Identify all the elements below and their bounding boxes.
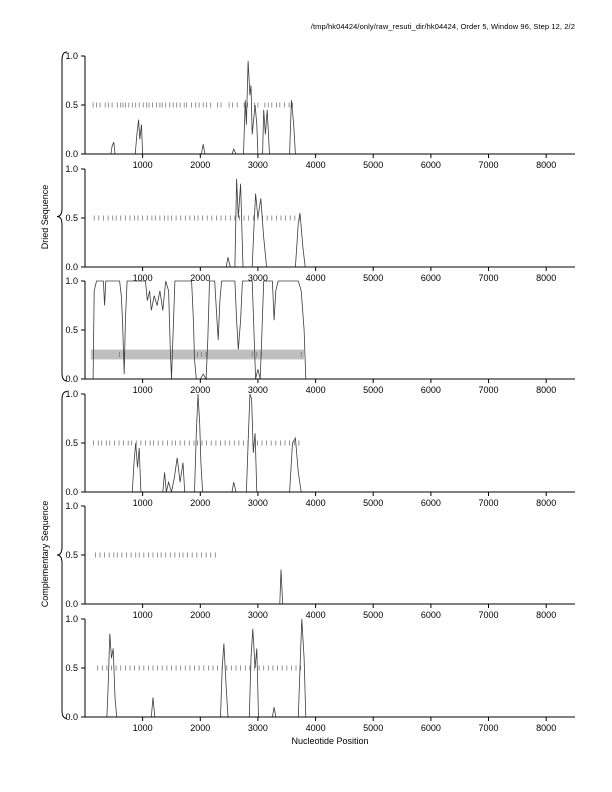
x-tick-label: 8000	[536, 160, 556, 170]
x-tick-label: 3000	[248, 160, 268, 170]
x-tick-label: 4000	[306, 610, 326, 620]
x-tick-label: 5000	[363, 723, 383, 733]
x-tick-label: 6000	[421, 498, 441, 508]
x-tick-label: 7000	[478, 610, 498, 620]
x-tick-label: 7000	[478, 498, 498, 508]
panel-direct-frame-3: 1.0 0.5 0.0 1000 2000 3000 4000 5000 6000 7000 800…	[65, 276, 575, 395]
x-tick-label: 2000	[190, 160, 210, 170]
x-tick-label: 4000	[306, 498, 326, 508]
x-tick-label: 6000	[421, 273, 441, 283]
x-tick-label: 8000	[536, 723, 556, 733]
y-tick-label: 0.0	[65, 712, 78, 722]
y-tick-label: 1.0	[65, 51, 78, 61]
x-tick-label: 1000	[133, 273, 153, 283]
x-tick-label: 3000	[248, 610, 268, 620]
x-tick-label: 6000	[421, 385, 441, 395]
x-tick-label: 6000	[421, 723, 441, 733]
chart-title: /tmp/hk04424/only/raw_resuti_dir/hk04424…	[310, 22, 575, 31]
x-tick-label: 2000	[190, 723, 210, 733]
x-tick-label: 1000	[133, 498, 153, 508]
x-tick-label: 2000	[190, 385, 210, 395]
x-tick-label: 6000	[421, 160, 441, 170]
x-tick-label: 1000	[133, 610, 153, 620]
x-tick-label: 8000	[536, 498, 556, 508]
panel-complementary-frame-3: 1.0 0.5 0.0 1000 2000 3000 4000 5000 6000 7000 800…	[65, 614, 575, 733]
x-axis-label: Nucleotide Position	[291, 736, 369, 746]
x-tick-label: 1000	[133, 723, 153, 733]
x-tick-label: 3000	[248, 273, 268, 283]
y-tick-label: 0.5	[65, 438, 78, 448]
x-tick-label: 3000	[248, 498, 268, 508]
x-tick-label: 3000	[248, 385, 268, 395]
series-line	[85, 280, 575, 381]
x-tick-label: 1000	[133, 160, 153, 170]
x-tick-label: 5000	[363, 273, 383, 283]
x-tick-label: 3000	[248, 723, 268, 733]
x-tick-label: 5000	[363, 498, 383, 508]
panel-direct-frame-1: 1.0 0.5 0.0 1000 2000 3000 4000 5000 6000 7000 800…	[65, 51, 575, 170]
x-tick-label: 8000	[536, 273, 556, 283]
y-tick-label: 0.0	[65, 487, 78, 497]
y-tick-label: 1.0	[65, 614, 78, 624]
y-tick-label: 0.0	[65, 149, 78, 159]
y-tick-label: 0.5	[65, 213, 78, 223]
y-tick-label: 0.0	[65, 262, 78, 272]
x-tick-label: 8000	[536, 610, 556, 620]
series-line	[85, 569, 575, 605]
x-tick-label: 7000	[478, 723, 498, 733]
y-tick-label: 0.0	[65, 599, 78, 609]
x-tick-label: 7000	[478, 385, 498, 395]
series-line	[85, 178, 575, 267]
x-tick-label: 5000	[363, 610, 383, 620]
x-tick-label: 4000	[306, 160, 326, 170]
y-tick-label: 0.0	[65, 374, 78, 384]
x-tick-label: 7000	[478, 160, 498, 170]
y-tick-label: 0.5	[65, 325, 78, 335]
x-tick-label: 8000	[536, 385, 556, 395]
y-tick-label: 0.5	[65, 550, 78, 560]
x-tick-label: 6000	[421, 610, 441, 620]
x-tick-label: 4000	[306, 273, 326, 283]
x-tick-label: 4000	[306, 723, 326, 733]
x-tick-label: 7000	[478, 273, 498, 283]
x-tick-label: 5000	[363, 385, 383, 395]
x-tick-label: 4000	[306, 385, 326, 395]
y-tick-label: 0.5	[65, 663, 78, 673]
y-tick-label: 1.0	[65, 389, 78, 399]
x-tick-label: 5000	[363, 160, 383, 170]
series-line	[85, 618, 575, 717]
x-tick-label: 2000	[190, 610, 210, 620]
y-tick-label: 1.0	[65, 501, 78, 511]
panel-direct-frame-2: 1.0 0.5 0.0 1000 2000 3000 4000 5000 6000 7000 800…	[65, 164, 575, 283]
x-tick-label: 1000	[133, 385, 153, 395]
panel-complementary-frame-1: 1.0 0.5 0.0 1000 2000 3000 4000 5000 6000 7000 800…	[65, 389, 575, 508]
y-tick-label: 0.5	[65, 100, 78, 110]
y-tick-label: 1.0	[65, 276, 78, 286]
panel-complementary-frame-2: 1.0 0.5 0.0 1000 2000 3000 4000 5000 6000 7000 800…	[65, 501, 575, 620]
x-tick-label: 2000	[190, 498, 210, 508]
series-line	[85, 60, 575, 155]
x-tick-label: 2000	[190, 273, 210, 283]
y-tick-label: 1.0	[65, 164, 78, 174]
